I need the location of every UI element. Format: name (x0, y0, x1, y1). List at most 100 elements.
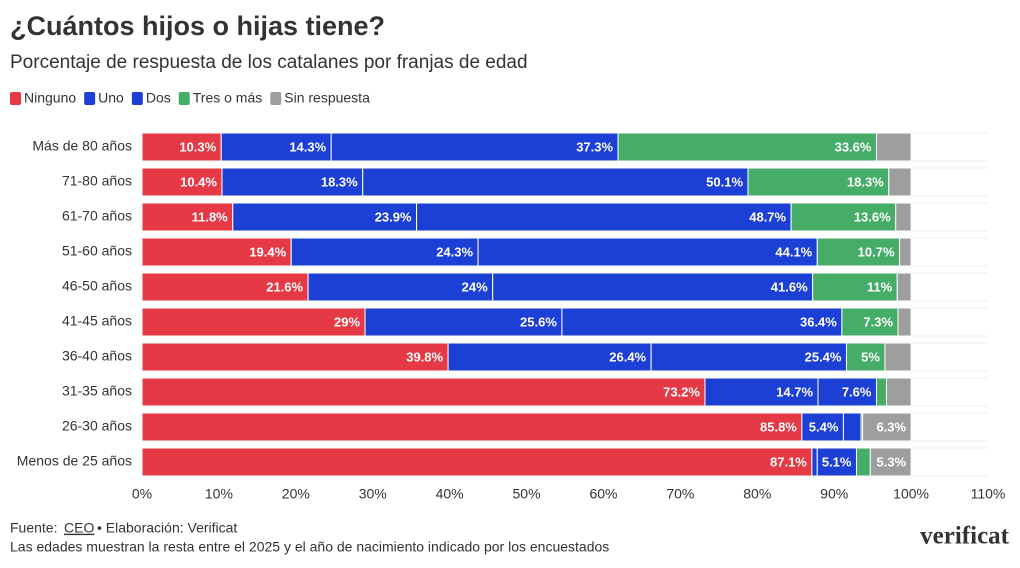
note: Las edades muestran la resta entre el 20… (10, 539, 609, 555)
bar-segment (811, 447, 818, 477)
value-label: 85.8% (760, 419, 797, 434)
bar-segment (141, 272, 309, 302)
bar-segment (812, 272, 898, 302)
credit: • Elaboración: Verificat (97, 520, 237, 536)
bar-segment (899, 237, 912, 267)
bar-segment (885, 377, 912, 407)
x-tick-label: 50% (513, 486, 541, 502)
bar-segment (141, 447, 813, 477)
bar-segment (650, 342, 847, 372)
bar-segment (875, 132, 912, 162)
x-tick-label: 80% (743, 486, 771, 502)
bar-segment (220, 132, 332, 162)
source-link[interactable]: CEO (64, 520, 94, 536)
value-label: 25.6% (520, 314, 557, 329)
value-label: 21.6% (266, 279, 303, 294)
y-tick-label: 71-80 años (62, 173, 132, 189)
y-tick-label: 41-45 años (62, 313, 132, 329)
legend-swatch (84, 92, 96, 105)
value-label: 13.6% (854, 209, 891, 224)
y-tick-label: 61-70 años (62, 208, 132, 224)
bar-segment (330, 132, 619, 162)
bar-segment (816, 447, 857, 477)
value-label: 18.3% (847, 174, 884, 189)
bar-segment (817, 377, 877, 407)
bar-segment (141, 342, 449, 372)
x-tick-label: 10% (205, 486, 233, 502)
value-label: 5.4% (809, 419, 839, 434)
bar-segment (492, 272, 814, 302)
value-label: 25.4% (805, 349, 842, 364)
value-label: 5.3% (876, 454, 906, 469)
value-label: 33.6% (835, 139, 872, 154)
legend-label: Dos (146, 90, 171, 106)
x-tick-label: 40% (436, 486, 464, 502)
value-label: 14.7% (776, 384, 813, 399)
value-label: 44.1% (775, 244, 812, 259)
legend-swatch (270, 92, 282, 105)
bar-segment (897, 307, 912, 337)
x-tick-label: 20% (282, 486, 310, 502)
value-label: 41.6% (771, 279, 808, 294)
bar-segment (561, 307, 843, 337)
bar-segment (141, 202, 234, 232)
bar-segment (896, 272, 912, 302)
bar-segment (307, 272, 494, 302)
legend-label: Ninguno (24, 90, 76, 106)
value-label: 11% (867, 279, 893, 294)
value-label: 23.9% (375, 209, 412, 224)
bar-segment (141, 377, 706, 407)
value-label: 37.3% (576, 139, 613, 154)
bar-segment (855, 447, 871, 477)
bar-segment (617, 132, 877, 162)
bar-segment (790, 202, 897, 232)
x-tick-label: 90% (820, 486, 848, 502)
x-tick-label: 60% (589, 486, 617, 502)
bar-segment (895, 202, 912, 232)
bar-segment (842, 412, 862, 442)
bar-segment (862, 412, 912, 442)
bar-segment (704, 377, 819, 407)
value-label: 48.7% (749, 209, 786, 224)
brand-logo: verificat (920, 523, 1010, 550)
legend-label: Sin respuesta (284, 90, 370, 106)
bar-segment (845, 342, 886, 372)
legend: Ninguno Uno Dos Tres o más Sin respuesta (10, 90, 370, 106)
legend-swatch (178, 92, 190, 105)
y-tick-label: 51-60 años (62, 243, 132, 259)
legend-label: Uno (98, 90, 124, 106)
bar-segment (141, 412, 803, 442)
bar-segment (875, 377, 887, 407)
y-tick-label: Más de 80 años (32, 138, 132, 154)
value-label: 7.6% (842, 384, 872, 399)
y-tick-label: 46-50 años (62, 278, 132, 294)
bar-segment (290, 237, 479, 267)
value-label: 24.3% (436, 244, 473, 259)
value-label: 39.8% (406, 349, 443, 364)
value-label: 11.8% (192, 209, 229, 224)
bar-segment (884, 342, 912, 372)
value-label: 6.3% (876, 419, 906, 434)
source-label: Fuente: (10, 520, 57, 536)
value-label: 5.1% (822, 454, 852, 469)
value-label: 10.4% (180, 174, 217, 189)
chart-subtitle: Porcentaje de respuesta de los catalanes… (10, 52, 528, 73)
value-label: 10.7% (858, 244, 895, 259)
bar-segment (364, 307, 563, 337)
value-label: 26.4% (609, 349, 646, 364)
bar-segment (888, 167, 912, 197)
bar-segment (747, 167, 890, 197)
y-tick-label: 26-30 años (62, 418, 132, 434)
value-label: 73.2% (663, 384, 700, 399)
bar-segment (477, 237, 818, 267)
x-tick-label: 30% (359, 486, 387, 502)
value-label: 5% (861, 349, 880, 364)
x-tick-label: 70% (666, 486, 694, 502)
value-label: 36.4% (800, 314, 837, 329)
x-tick-label: 110% (971, 486, 1006, 502)
legend-label: Tres o más (193, 90, 263, 106)
bar-segment (869, 447, 912, 477)
y-tick-label: Menos de 25 años (17, 453, 132, 469)
value-label: 18.3% (321, 174, 358, 189)
